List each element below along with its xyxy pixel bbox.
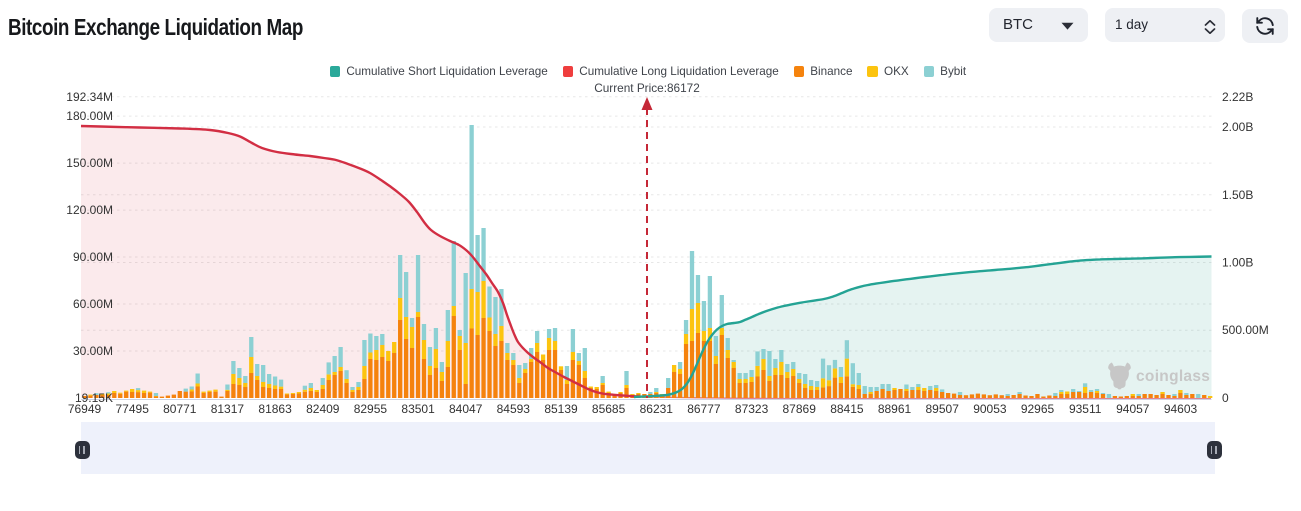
svg-text:120.00M: 120.00M [66, 203, 113, 217]
svg-text:92965: 92965 [1021, 402, 1055, 416]
svg-text:88961: 88961 [878, 402, 912, 416]
svg-text:85685: 85685 [592, 402, 626, 416]
svg-text:86231: 86231 [640, 402, 674, 416]
svg-text:2.22B: 2.22B [1222, 90, 1253, 104]
svg-text:180.00M: 180.00M [66, 109, 113, 123]
svg-text:80771: 80771 [163, 402, 197, 416]
svg-text:87869: 87869 [783, 402, 817, 416]
svg-text:81317: 81317 [211, 402, 245, 416]
svg-text:60.00M: 60.00M [73, 297, 113, 311]
svg-text:19.15K: 19.15K [75, 391, 113, 405]
svg-text:94603: 94603 [1164, 402, 1198, 416]
svg-text:85139: 85139 [544, 402, 578, 416]
svg-text:0: 0 [1222, 391, 1229, 405]
svg-text:30.00M: 30.00M [73, 344, 113, 358]
svg-text:82409: 82409 [306, 402, 340, 416]
svg-text:82955: 82955 [354, 402, 388, 416]
svg-text:77495: 77495 [116, 402, 150, 416]
svg-text:83501: 83501 [401, 402, 435, 416]
svg-text:coinglass: coinglass [1136, 368, 1210, 385]
svg-text:86777: 86777 [687, 402, 721, 416]
svg-text:150.00M: 150.00M [66, 156, 113, 170]
svg-text:1.50B: 1.50B [1222, 188, 1253, 202]
svg-text:2.00B: 2.00B [1222, 120, 1253, 134]
svg-text:93511: 93511 [1069, 402, 1102, 416]
svg-text:84593: 84593 [497, 402, 531, 416]
svg-text:76949: 76949 [68, 402, 102, 416]
svg-text:94057: 94057 [1116, 402, 1150, 416]
svg-text:1.00B: 1.00B [1222, 256, 1253, 270]
svg-text:81863: 81863 [258, 402, 292, 416]
svg-text:87323: 87323 [735, 402, 769, 416]
svg-text:192.34M: 192.34M [66, 90, 113, 104]
svg-text:90.00M: 90.00M [73, 250, 113, 264]
svg-text:88415: 88415 [830, 402, 864, 416]
svg-text:84047: 84047 [449, 402, 483, 416]
svg-text:500.00M: 500.00M [1222, 323, 1269, 337]
svg-text:90053: 90053 [973, 402, 1007, 416]
svg-text:89507: 89507 [926, 402, 960, 416]
